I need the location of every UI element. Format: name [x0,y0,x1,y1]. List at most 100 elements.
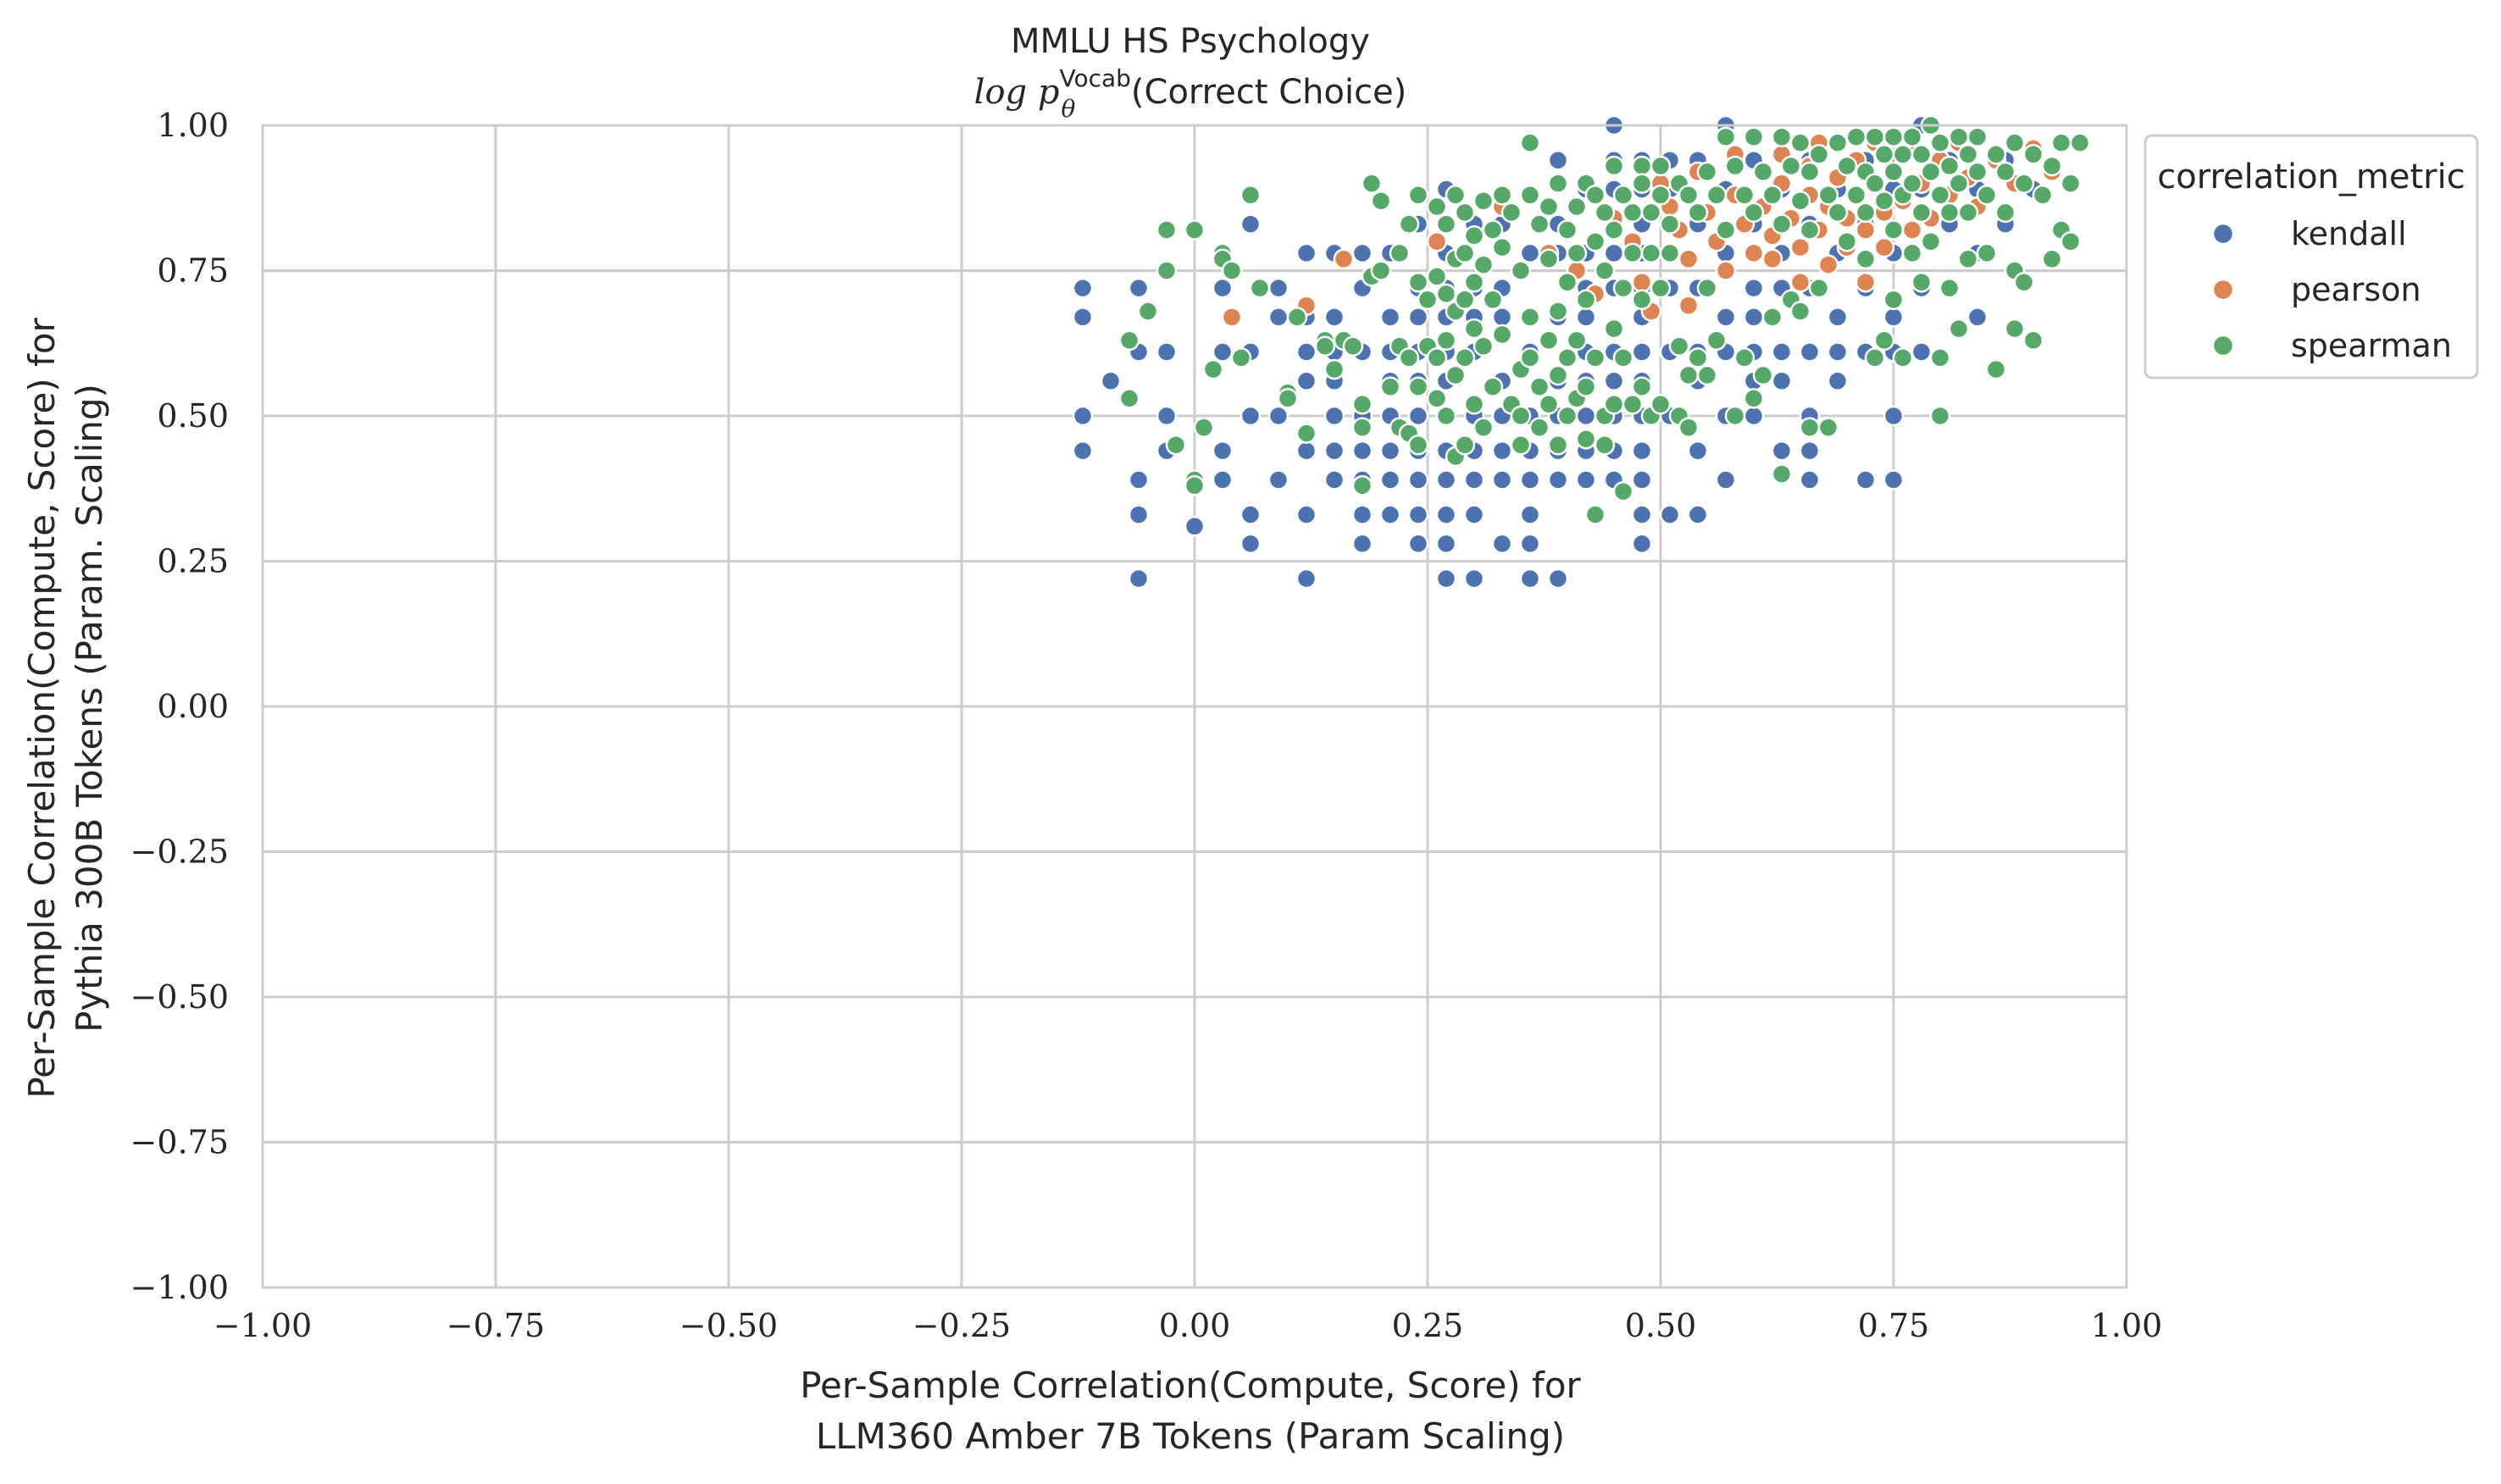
y-tick-label: 0.50 [157,397,229,435]
spearman-point [1808,144,1830,165]
spearman-point [1864,347,1886,368]
pearson-point [1901,219,1923,241]
spearman-point [1678,185,1700,206]
kendall-point [1267,405,1289,427]
x-tick-label: 0.75 [1858,1307,1930,1344]
spearman-point [1696,364,1718,386]
spearman-point [1156,260,1178,281]
spearman-point [1519,132,1541,153]
spearman-point [1566,329,1588,352]
kendall-point [1323,440,1345,462]
legend-marker-spearman [2211,334,2235,357]
x-tick-label: 0.25 [1392,1307,1464,1344]
kendall-point [1799,469,1821,490]
spearman-point [1743,202,1765,224]
spearman-point [1547,301,1569,322]
spearman-point [1295,423,1317,444]
legend-frame [2143,134,2479,379]
kendall-point [1407,504,1429,525]
spearman-point [1957,144,1979,165]
spearman-point [1407,435,1429,456]
x-tick-label: −1.00 [214,1307,312,1344]
kendall-point [1519,242,1541,264]
spearman-point [1678,364,1700,386]
legend-marker-pearson [2211,278,2235,302]
kendall-point [1295,440,1317,462]
spearman-point [1594,435,1616,456]
kendall-point [1128,504,1150,525]
spearman-point [1631,289,1653,311]
spearman-point [2013,173,2035,194]
spearman-point [1612,347,1634,368]
kendall-point [1156,341,1178,363]
x-tick-label: 0.00 [1159,1307,1231,1344]
kendall-point [1715,469,1737,490]
spearman-point [1622,202,1644,224]
kendall-point [1407,405,1429,427]
spearman-point [1556,219,1578,241]
spearman-point [1957,248,1979,270]
kendall-point [1267,307,1289,328]
series-kendall [1072,114,2044,590]
spearman-point [1519,347,1541,368]
spearman-point [1435,213,1457,235]
kendall-point [1239,213,1262,235]
spearman-point [1631,155,1653,177]
kendall-point [1379,469,1401,490]
spearman-point [1920,161,1942,183]
kendall-point [1463,568,1485,590]
spearman-point [1640,202,1662,224]
spearman-point [1761,307,1783,328]
spearman-point [1277,388,1299,409]
kendall-point [1966,307,1988,328]
spearman-point [1118,388,1140,409]
spearman-point [1221,260,1243,281]
kendall-point [1212,440,1234,462]
kendall-point [1323,405,1345,427]
spearman-point [1687,347,1709,368]
spearman-point [1864,126,1886,147]
kendall-point [1379,307,1401,328]
kendall-point [1575,469,1597,490]
spearman-point [1407,376,1429,397]
spearman-point [1864,173,1886,194]
spearman-point [2032,185,2054,206]
kendall-point [1072,440,1094,462]
spearman-point [1184,475,1206,496]
spearman-point [1771,213,1793,235]
spearman-point [1696,277,1718,299]
spearman-point [1575,376,1597,397]
kendall-point [1435,568,1457,590]
spearman-point [1817,185,1839,206]
spearman-point [1575,429,1597,450]
kendall-point [1547,469,1569,490]
spearman-point [1966,126,1988,147]
kendall-point [1743,405,1765,427]
spearman-point [2004,132,2026,153]
y-tick-label: −1.00 [130,1269,229,1306]
spearman-point [1622,394,1644,415]
kendall-point [1491,307,1513,328]
kendall-point [1631,440,1653,462]
spearman-point [1510,405,1532,427]
spearman-point [1566,242,1588,264]
spearman-point [1286,307,1308,328]
spearman-point [1724,155,1746,177]
spearman-point [1743,126,1765,147]
spearman-point [2022,329,2044,352]
spearman-point [1733,185,1755,206]
spearman-point [1845,185,1867,206]
kendall-point [1239,504,1262,525]
spearman-point [1351,417,1373,438]
pearson-point [1855,219,1877,241]
kendall-point [1323,307,1345,328]
spearman-point [1584,230,1606,252]
spearman-point [1482,376,1504,397]
kendall-point [1910,341,1933,363]
spearman-point [1538,248,1560,270]
kendall-point [1295,504,1317,525]
kendall-point [1631,533,1653,555]
spearman-point [1426,266,1448,287]
subtitle-superscript: Vocab [1059,64,1130,92]
spearman-point [1976,185,1998,206]
